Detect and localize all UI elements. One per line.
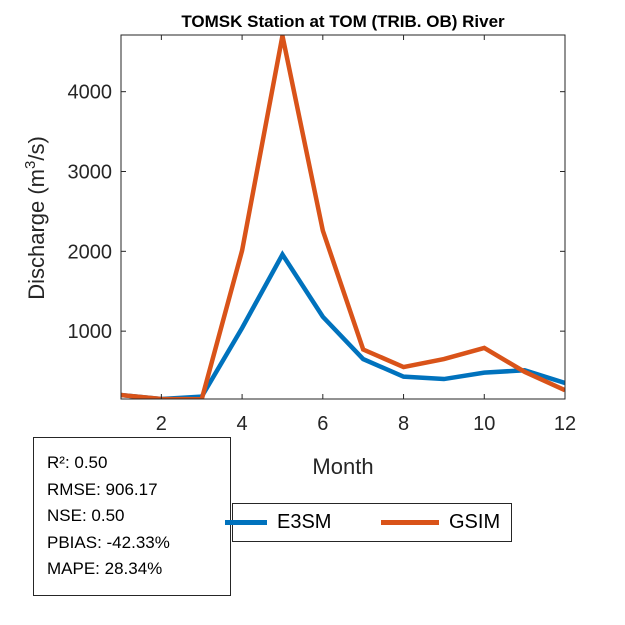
x-tick-label: 12 <box>554 413 576 435</box>
y-tick-label: 4000 <box>68 82 113 104</box>
series-line-gsim <box>121 35 565 399</box>
x-tick-label: 2 <box>156 413 167 435</box>
x-tick-label: 10 <box>473 413 495 435</box>
chart-title: TOMSK Station at TOM (TRIB. OB) River <box>181 12 505 31</box>
y-axis-label: Discharge (m3/s) <box>22 136 49 300</box>
x-tick-label: 4 <box>237 413 248 435</box>
axes-box <box>120 34 566 400</box>
y-tick-label: 2000 <box>68 241 113 263</box>
x-axis-label: Month <box>312 454 373 479</box>
stat-mape: MAPE: 28.34% <box>47 559 163 578</box>
legend-swatch <box>381 520 439 525</box>
stat-nse: NSE: 0.50 <box>47 506 125 525</box>
legend-item-e3sm: E3SM <box>225 511 331 534</box>
legend-item-gsim: GSIM <box>381 511 500 534</box>
legend: E3SM GSIM <box>225 503 512 542</box>
y-tick-label: 3000 <box>68 162 113 184</box>
x-tick-label: 8 <box>398 413 409 435</box>
x-tick-label: 6 <box>317 413 328 435</box>
legend-swatch <box>225 520 267 525</box>
stat-pbias: PBIAS: -42.33% <box>47 532 170 552</box>
series-line-e3sm <box>121 250 565 399</box>
legend-label: E3SM <box>277 511 332 533</box>
stat-r2: R²: 0.50 <box>47 453 108 472</box>
legend-label: GSIM <box>449 511 501 533</box>
stats-box: R²: 0.50 RMSE: 906.17 NSE: 0.50 PBIAS: -… <box>33 437 231 596</box>
stat-rmse: RMSE: 906.17 <box>47 479 158 499</box>
y-tick-label: 1000 <box>68 321 113 343</box>
